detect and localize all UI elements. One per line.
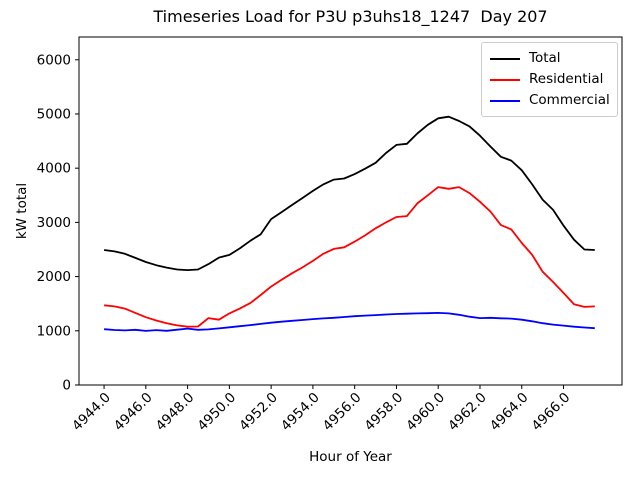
series-line-commercial [104,311,595,332]
x-tick-label: 4950.0 [194,390,239,435]
series-line-total [103,115,595,272]
legend-line-icon [490,78,520,81]
x-tick-label: 4956.0 [320,390,365,435]
series-line-residential [104,186,595,328]
x-tick-label: 4960.0 [403,390,448,435]
axes-frame [78,36,623,386]
chart-title: Timeseries Load for P3U p3uhs18_1247 Day… [153,7,548,26]
legend-row-commercial: Commercial [490,90,610,111]
x-tick-label: 4962.0 [445,390,490,435]
legend-line-icon [490,99,520,102]
x-tick-label: 4946.0 [111,390,156,435]
y-tick-label: 3000 [37,215,71,231]
legend: Total Residential Commercial [481,42,618,117]
y-axis-label-wrap: kW total [13,37,31,385]
y-tick-label: 5000 [37,106,71,122]
y-tick-label: 2000 [37,269,71,285]
y-axis-label: kW total [14,182,31,240]
x-tick-label: 4958.0 [362,390,407,435]
y-tick-label: 0 [62,378,71,394]
legend-label: Commercial [529,92,610,108]
y-tick-label: 6000 [37,52,71,68]
legend-label: Total [529,50,561,66]
y-tick-label: 4000 [37,161,71,177]
legend-label: Residential [529,71,604,87]
legend-row-residential: Residential [490,69,609,90]
x-axis-label: Hour of Year [309,449,392,465]
x-tick-label: 4966.0 [529,390,574,435]
x-tick-label: 4954.0 [278,390,323,435]
x-tick-label: 4948.0 [153,390,198,435]
x-tick-label: 4952.0 [236,390,281,435]
x-tick-label: 4964.0 [487,390,532,435]
y-tick-label: 1000 [37,323,71,339]
legend-line-icon [490,57,520,60]
x-tick-label: 4944.0 [69,390,114,435]
legend-row-total: Total [490,48,609,69]
